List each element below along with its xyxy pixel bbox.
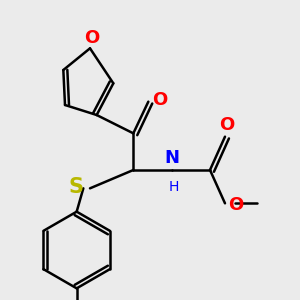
Text: S: S [68,177,83,197]
Text: H: H [168,180,178,194]
Text: O: O [228,196,244,214]
Text: O: O [152,91,167,109]
Text: N: N [164,149,179,167]
Text: O: O [219,116,234,134]
Text: O: O [84,29,99,47]
